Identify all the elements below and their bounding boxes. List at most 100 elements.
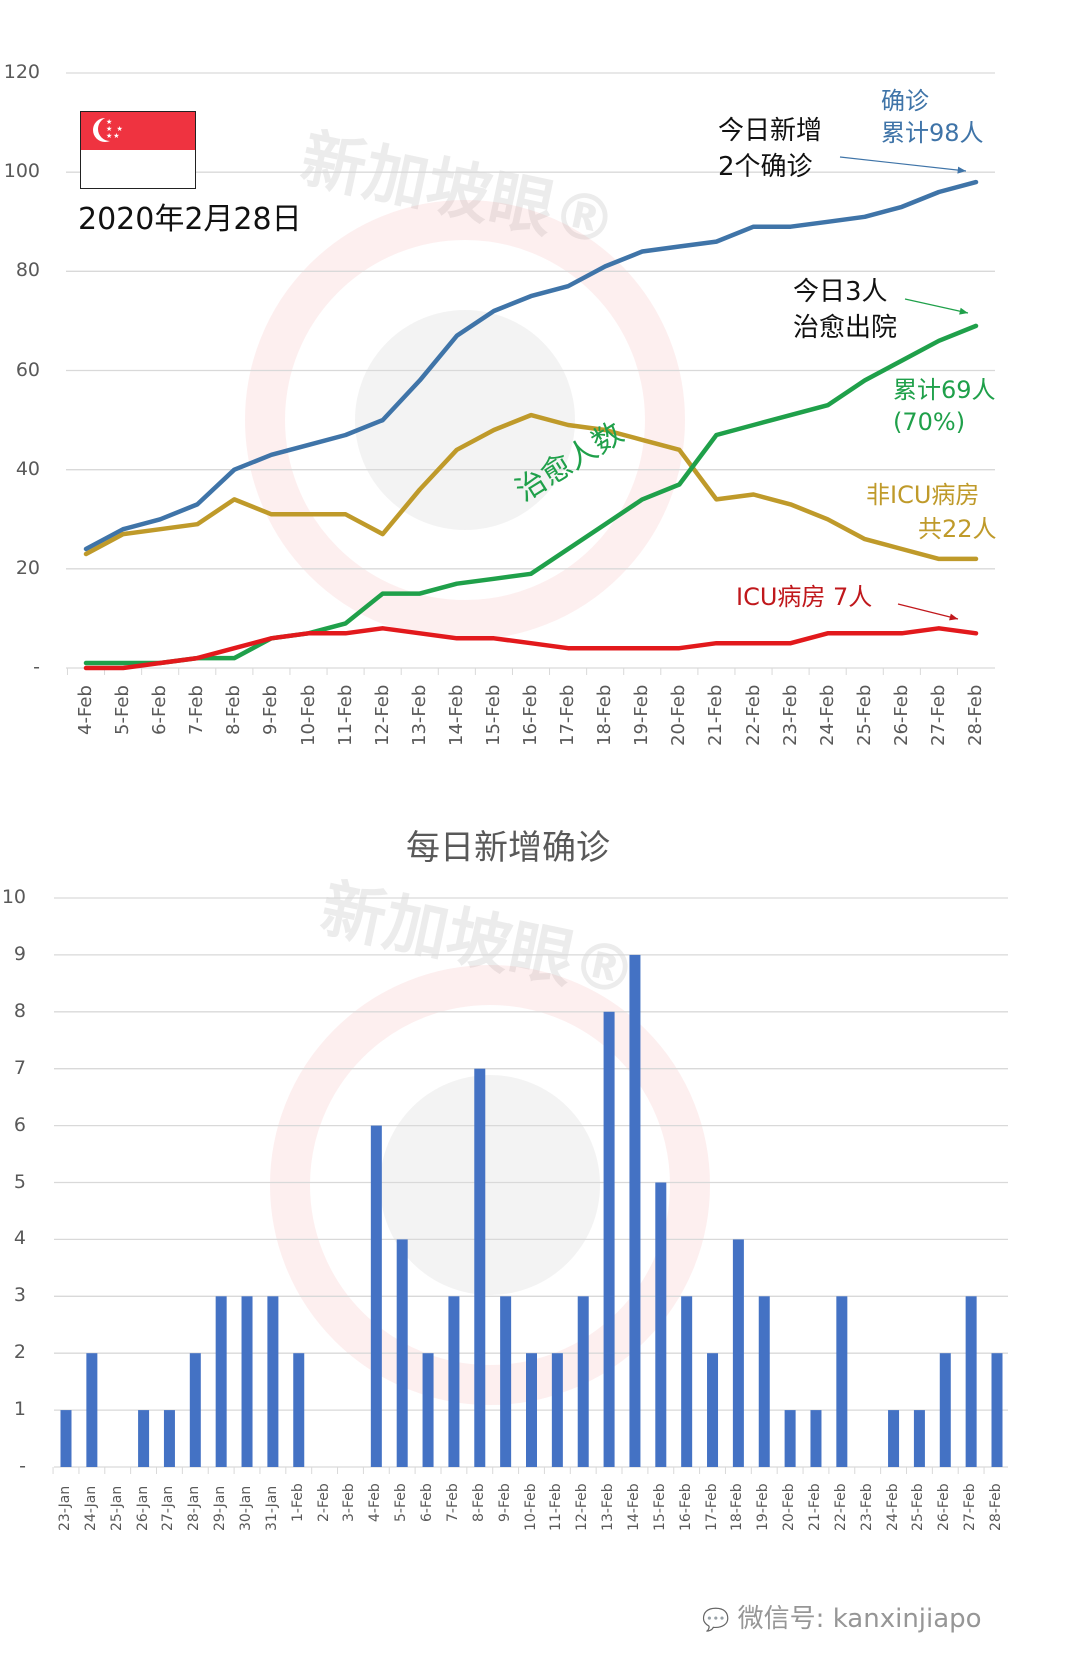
bar (60, 1410, 72, 1467)
x-tick-label: 15-Feb (482, 684, 504, 746)
bar (189, 1353, 201, 1467)
y-tick-label: 60 (15, 358, 40, 381)
x-tick-label: 28-Jan (186, 1485, 203, 1531)
x-tick-label: 29-Jan (212, 1485, 229, 1531)
bar (758, 1296, 770, 1467)
y-tick-label: 10 (1, 886, 26, 908)
bar (629, 954, 641, 1467)
bar (810, 1410, 822, 1467)
bar (86, 1353, 98, 1467)
x-tick-label: 25-Jan (108, 1485, 125, 1531)
x-tick-label: 26-Jan (134, 1485, 151, 1531)
y-tick-label: 40 (15, 457, 40, 480)
x-tick-label: 23-Jan (57, 1485, 73, 1531)
non-icu-label-2: 共22人 (918, 515, 997, 543)
x-tick-label: 31-Jan (263, 1485, 280, 1531)
bar (474, 1068, 486, 1467)
new-today-label-1: 今日新增 (718, 116, 823, 146)
x-tick-label: 10-Feb (522, 1482, 539, 1531)
bar (551, 1353, 563, 1467)
x-tick-label: 12-Feb (574, 1482, 591, 1531)
bar (138, 1410, 150, 1467)
lower-chart-title: 每日新增确诊 (406, 828, 610, 868)
y-tick-label: 100 (3, 160, 40, 183)
x-tick-label: 10-Feb (297, 684, 319, 746)
x-tick-label: 28-Feb (965, 684, 986, 746)
recovered-total-label: 累计69人 (893, 376, 996, 404)
lower-chart: 每日新增确诊 新加坡眼® 10 9 8 7 6 5 4 3 2 1- 23-Jan 24-Jan 25… (0, 780, 1080, 1662)
x-tick-label: 16-Feb (520, 684, 541, 746)
bar (888, 1410, 900, 1467)
y-tick-label: 3 (13, 1284, 26, 1307)
series-line (83, 179, 979, 552)
x-tick-label: 4-Feb (367, 1483, 384, 1522)
x-tick-label: 27-Jan (160, 1485, 177, 1531)
x-tick-label: 30-Jan (238, 1485, 255, 1531)
upper-chart-plot (66, 72, 995, 675)
x-tick-label: 11-Feb (334, 684, 356, 746)
x-tick-label: 13-Feb (600, 1482, 617, 1531)
bar (784, 1410, 796, 1467)
x-tick-label: 6-Feb (149, 685, 171, 735)
x-tick-label: 20-Feb (781, 1482, 798, 1531)
x-tick-label: 17-Feb (557, 684, 579, 746)
x-tick-label: 26-Feb (936, 1482, 953, 1531)
lower-chart-plot (52, 897, 1008, 1474)
x-tick-label: 1-Feb (289, 1483, 306, 1522)
bar (500, 1296, 512, 1467)
bar (707, 1353, 719, 1467)
x-tick-label: 28-Feb (988, 1482, 1004, 1531)
new-today-label-2: 2个确诊 (718, 152, 813, 182)
y-tick-label: 80 (15, 259, 40, 282)
non-icu-label-1: 非ICU病房 (866, 481, 980, 509)
bar (526, 1353, 537, 1467)
y-tick-label: 8 (13, 999, 26, 1022)
x-tick-label: 4-Feb (75, 685, 96, 735)
y-tick-label: 7 (13, 1056, 26, 1079)
y-tick-label: 120 (3, 61, 40, 83)
bar (965, 1296, 977, 1467)
x-tick-label: 21-Feb (705, 684, 727, 746)
x-tick-label: 8-Feb (223, 685, 245, 735)
x-tick-label: 26-Feb (890, 684, 912, 746)
x-tick-label: 9-Feb (260, 685, 282, 735)
x-tick-label: 14-Feb (445, 684, 467, 746)
bar (267, 1296, 279, 1467)
wechat-icon: 💬 (702, 1608, 730, 1633)
y-tick-label: - (19, 1455, 26, 1477)
x-tick-label: 19-Feb (755, 1482, 772, 1531)
x-tick-label: 23-Feb (779, 684, 801, 746)
bar (603, 1011, 615, 1467)
wechat-id: 微信号: kanxinjiapo (737, 1604, 982, 1634)
bar (836, 1296, 848, 1467)
bar (370, 1125, 382, 1467)
x-tick-label: 12-Feb (371, 684, 393, 746)
series-line (83, 412, 979, 562)
recovered-pct-label: (70%) (893, 408, 966, 436)
x-tick-label: 22-Feb (742, 684, 764, 746)
bar (293, 1353, 305, 1467)
x-tick-label: 24-Feb (884, 1482, 901, 1531)
bar (448, 1296, 460, 1467)
bar (913, 1410, 925, 1467)
x-tick-label: 7-Feb (186, 685, 208, 735)
x-tick-label: 7-Feb (444, 1483, 461, 1522)
x-tick-label: 20-Feb (668, 684, 690, 746)
x-tick-label: 14-Feb (625, 1482, 642, 1531)
discharged-label-1: 今日3人 (793, 277, 888, 307)
x-tick-label: 5-Feb (393, 1483, 410, 1522)
bar (939, 1353, 951, 1467)
confirmed-title-label: 确诊 (881, 87, 929, 115)
x-tick-label: 19-Feb (631, 684, 653, 746)
bar (163, 1410, 175, 1467)
y-tick-label: 4 (13, 1227, 26, 1250)
x-tick-label: 15-Feb (651, 1482, 668, 1531)
confirmed-total-label: 累计98人 (881, 119, 984, 147)
x-tick-label: 24-Feb (816, 684, 838, 746)
bar (681, 1296, 693, 1467)
x-tick-label: 23-Feb (858, 1482, 875, 1531)
x-tick-label: 18-Feb (594, 684, 616, 746)
bar (396, 1239, 408, 1467)
icu-label: ICU病房 7人 (736, 583, 873, 611)
date-label: 2020年2月28日 (78, 202, 302, 237)
